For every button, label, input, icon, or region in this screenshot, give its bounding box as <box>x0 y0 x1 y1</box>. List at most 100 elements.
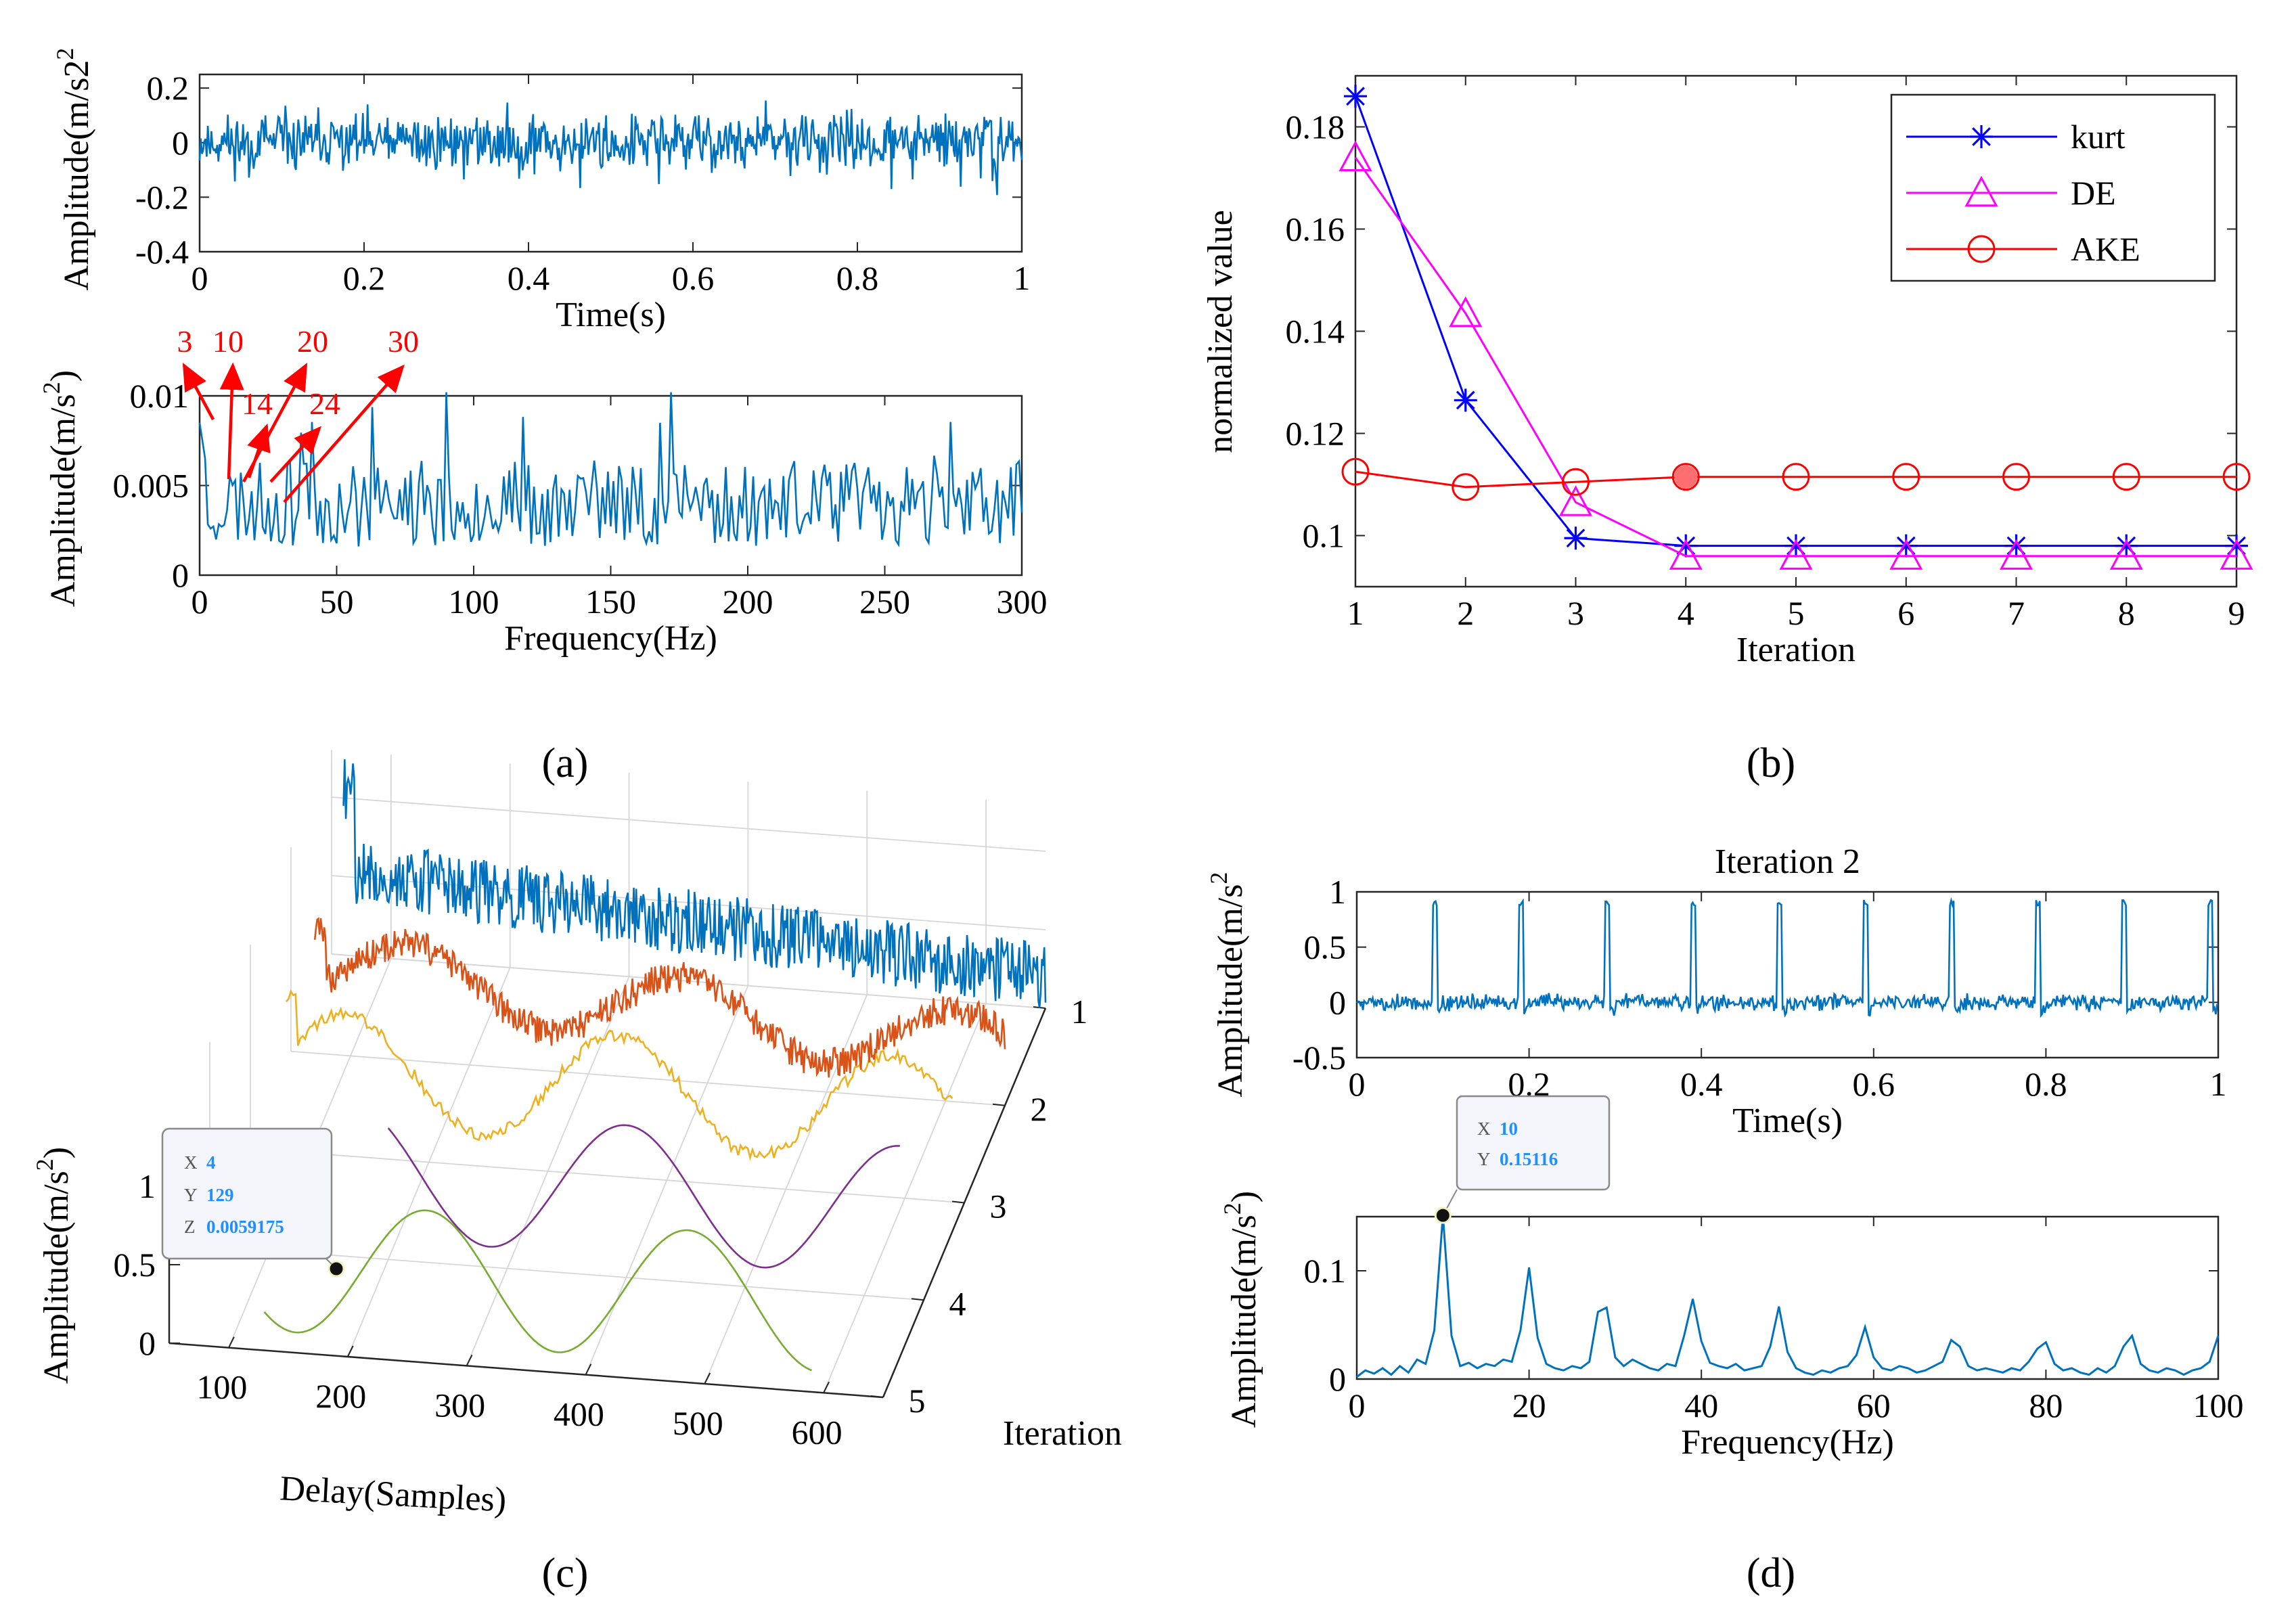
x-tick-label: 2 <box>1457 594 1474 632</box>
legend-label-kurt: kurt <box>2071 118 2126 156</box>
series-line-vibration <box>198 100 1023 196</box>
data-point-ake <box>2112 463 2140 491</box>
x-tick-label: 300 <box>434 1386 485 1424</box>
data-point-ake <box>2222 463 2251 491</box>
x-tick-label: 0.2 <box>343 259 386 297</box>
plot-area <box>1355 890 2220 1059</box>
series-line-spectrum <box>198 392 1023 547</box>
x-tick-label: 0.4 <box>1680 1065 1723 1103</box>
plot-area <box>1355 1215 2220 1380</box>
x-tick-mark <box>704 1372 711 1384</box>
x-tick-label: 1 <box>1347 594 1364 632</box>
ylabel-exponent: 2 <box>1219 1202 1246 1215</box>
x-tick-label: 0 <box>1349 1386 1366 1424</box>
x-tick-mark <box>346 1345 354 1357</box>
data-point-ake <box>1782 463 1810 491</box>
x-tick-label: 1 <box>2210 1065 2227 1103</box>
y-tick-label: -0.2 <box>135 178 189 216</box>
axes-a_bottom: 0 50 100 150 200 250 300 0.01 0.005 0 Frequency(Hz… <box>38 324 1048 658</box>
ylabel-exponent: 2 <box>51 48 78 60</box>
axes-3d: 100 200 300 400 500 600 1 2 3 4 5 0 0.5 1 Delay(Sample… <box>31 750 1122 1520</box>
y-tick-label: 0.1 <box>1304 1252 1347 1290</box>
x-tick-mark <box>823 1381 830 1393</box>
axes-b: 1 2 3 4 5 6 7 8 9 0.18 0.16 0.14 0.12 0.1 Iteration nor… <box>1201 74 2253 669</box>
y-axis-label: Amplitude(m/s2) <box>1219 1191 1263 1428</box>
x-tick-label: 0 <box>1349 1065 1366 1103</box>
annotation-label: 3 <box>177 324 193 359</box>
axes-a_top: 0 0.2 0.4 0.6 0.8 1 0.2 0 -0.2 -0.4 Time(s) Amplitu… <box>51 48 1031 334</box>
y-tick-label: 2 <box>1031 1090 1048 1128</box>
data-point-de <box>1889 539 1923 570</box>
ylabel-paren: ) <box>1225 1191 1263 1202</box>
series-line-iteration-1 <box>342 759 1047 1008</box>
ylabel-paren: ) <box>37 1147 76 1158</box>
series-line-iteration-3 <box>285 989 953 1161</box>
y-tick-label: 0 <box>1329 1360 1346 1398</box>
x-tick-label: 80 <box>2029 1386 2063 1424</box>
annotation-label: 20 <box>297 324 328 359</box>
ylabel-text: Amplitude(m/s <box>1211 884 1250 1098</box>
data-point-de <box>1779 539 1813 570</box>
annotation-label: 10 <box>212 324 244 359</box>
x-tick-label: 0.6 <box>672 259 715 297</box>
x-tick-label: 1 <box>1014 259 1031 297</box>
ylabel-exponent: 2 <box>31 1158 58 1171</box>
grid-line-back <box>331 796 1046 852</box>
datatip-y-key: Y <box>184 1185 198 1205</box>
datatip-x-value: 4 <box>206 1152 216 1173</box>
panel-d: 0 0.2 0.4 0.6 0.8 110.50-0.5Time(s)Iteration … <box>1205 842 2244 1462</box>
grid-line <box>290 1050 1006 1106</box>
x-tick-label: 200 <box>723 583 773 621</box>
x-tick-label: 8 <box>2118 594 2135 632</box>
y-tick-label: -0.4 <box>135 233 189 271</box>
data-point-ake <box>1452 473 1480 501</box>
data-point-kurt <box>1344 85 1367 108</box>
datatip-x-key: X <box>1477 1119 1491 1139</box>
x-tick-label: 600 <box>792 1413 842 1451</box>
plot-area <box>198 73 1023 253</box>
legend-marker <box>1970 125 1993 148</box>
x-tick-label: 0 <box>192 583 208 621</box>
y-tick-label: 0.5 <box>1304 928 1347 966</box>
ylabel-text: Amplitude(m/s2 <box>58 60 96 291</box>
z-tick-label: 1 <box>139 1167 156 1205</box>
x-tick-label: 5 <box>1788 594 1805 632</box>
x-tick-label: 200 <box>315 1377 366 1415</box>
series-line-filtered <box>1356 897 2219 1018</box>
y-tick-label: 1 <box>1071 993 1088 1031</box>
annotation-label: 14 <box>242 386 273 421</box>
x-tick-label: 100 <box>449 583 499 621</box>
y-tick-label: 0.12 <box>1286 415 1345 453</box>
datatip-marker <box>328 1260 345 1278</box>
datatip-marker <box>1434 1206 1452 1224</box>
data-point-kurt <box>1454 388 1477 412</box>
series-line-de <box>1354 156 2236 558</box>
series-line-ake <box>1355 470 2236 489</box>
x-tick-label: 100 <box>196 1368 247 1406</box>
y-tick-label: 3 <box>990 1188 1007 1225</box>
y-tick-label: 0.2 <box>147 69 189 107</box>
caption-d: (d) <box>1747 1550 1795 1596</box>
ylabel-paren: ) <box>44 370 83 382</box>
series-line-iteration-2 <box>313 916 1006 1078</box>
datatip-y-key: Y <box>1477 1149 1491 1169</box>
annotation-arrow <box>182 363 215 421</box>
datatip-box <box>1456 1095 1611 1191</box>
x-tick-label: 40 <box>1684 1386 1718 1424</box>
marker-stroke <box>1972 127 1991 146</box>
marker-stroke <box>1346 87 1365 106</box>
data-point-kurt <box>1784 534 1807 558</box>
x-tick-label: 500 <box>673 1404 723 1442</box>
ylabel-text: Amplitude(m/s <box>44 394 83 607</box>
x-axis-label: Iteration <box>1736 631 1856 669</box>
y-axis-label: normalized value <box>1201 210 1240 453</box>
data-point-de <box>2109 539 2143 570</box>
x-tick-label: 4 <box>1678 594 1694 632</box>
z-tick-label: 0.5 <box>114 1246 156 1284</box>
x-tick-mark <box>466 1354 473 1366</box>
marker-stroke <box>1566 528 1586 548</box>
y-tick-mark <box>911 1298 924 1301</box>
y-tick-label: 5 <box>909 1382 926 1420</box>
annotation-label: 24 <box>309 386 340 421</box>
